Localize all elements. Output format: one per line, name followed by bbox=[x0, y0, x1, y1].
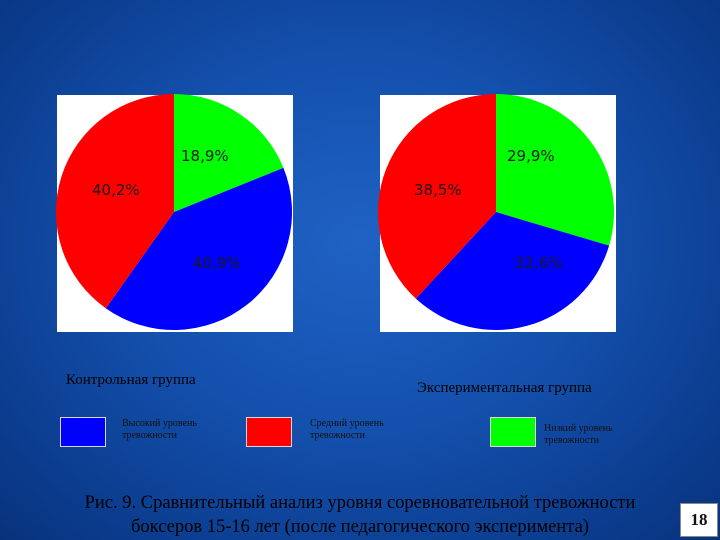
pie-slice-control-high bbox=[56, 94, 174, 309]
pie-slice-control-medium bbox=[105, 167, 293, 331]
slice-label-experimental-low: 29,9% bbox=[507, 147, 555, 165]
legend-swatch-high bbox=[60, 417, 106, 447]
caption-line-2: боксеров 15-16 лет (после педагогическог… bbox=[131, 517, 589, 537]
pie-slice-control-low bbox=[174, 94, 284, 212]
slice-label-experimental-medium: 32,6% bbox=[515, 254, 563, 272]
slice-label-control-low: 18,9% bbox=[181, 147, 229, 165]
pie-slice-experimental-high bbox=[378, 94, 496, 299]
pie-slice-experimental-low bbox=[496, 94, 615, 246]
caption-line-1: Рис. 9. Сравнительный анализ уровня соре… bbox=[84, 493, 636, 513]
pie-chart-experimental: 29,9% 32,6% 38,5% bbox=[378, 94, 616, 332]
pie-chart-control: 18,9% 40,9% 40,2% bbox=[56, 94, 293, 332]
legend-swatch-medium bbox=[246, 417, 292, 447]
group-label-experimental: Экспериментальная группа bbox=[417, 380, 592, 396]
legend-swatch-low bbox=[490, 417, 536, 447]
legend-label-low: Низкий уровень тревожности bbox=[544, 423, 613, 446]
pie-slice-experimental-medium bbox=[415, 212, 610, 331]
slice-label-control-medium: 40,9% bbox=[193, 254, 241, 272]
pie-svg-control: 18,9% 40,9% 40,2% bbox=[56, 94, 293, 331]
slice-label-experimental-high: 38,5% bbox=[414, 181, 462, 199]
group-label-control: Контрольная группа bbox=[66, 372, 196, 388]
slice-label-control-high: 40,2% bbox=[92, 181, 140, 199]
legend-label-high: Высокий уровень тревожности bbox=[122, 418, 197, 441]
page-number: 18 bbox=[680, 503, 718, 537]
pie-svg-experimental: 29,9% 32,6% 38,5% bbox=[378, 94, 615, 331]
figure-caption: Рис. 9. Сравнительный анализ уровня соре… bbox=[40, 491, 680, 539]
legend-label-medium: Средний уровень тревожности bbox=[310, 418, 384, 441]
